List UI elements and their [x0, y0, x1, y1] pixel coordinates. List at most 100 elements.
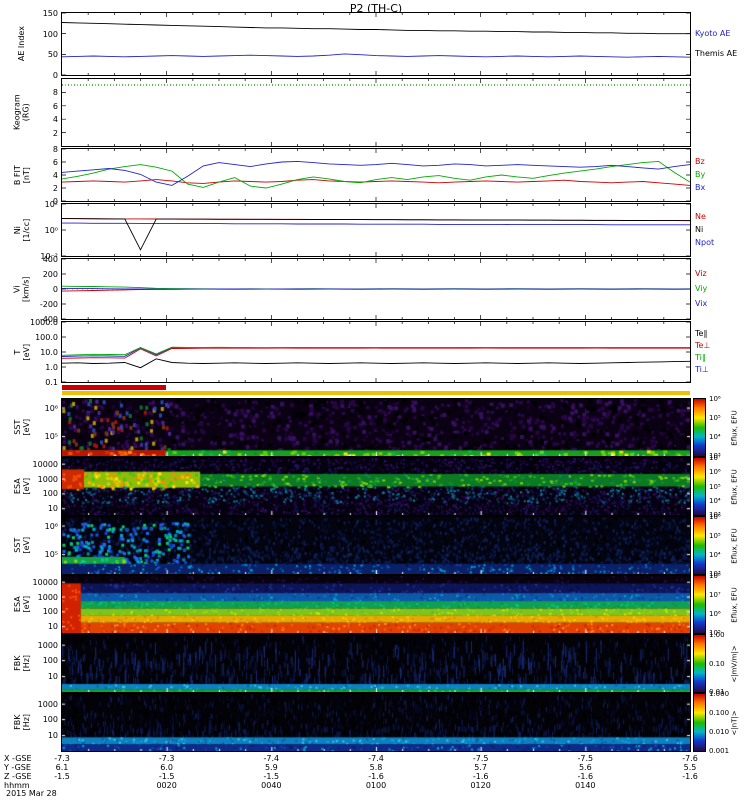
- legend-b-fit-1: By: [695, 170, 706, 179]
- axis-tick-2-row-0: -7.4: [263, 754, 280, 763]
- axis-tick-column-5: -7.5 5.6 -1.6 0140: [568, 754, 602, 790]
- axis-tick-2-row-2: -1.5: [263, 772, 280, 781]
- spectrogram-esa-electrons: [62, 576, 690, 633]
- axis-tick-2-row-1: 5.9: [264, 763, 278, 772]
- panel-sst-ions: [61, 398, 691, 457]
- ytick-fbk-e-2: 10: [47, 672, 58, 682]
- spectrogram-fbk-b: [62, 694, 690, 751]
- colorbar-tick-sst-ions-0: 10⁶: [709, 395, 721, 403]
- colorbar-unit-fbk-b: <|nT|>: [722, 694, 748, 751]
- colorbar-tick-fbk-b-2: 0.010: [709, 728, 730, 737]
- axis-tick-column-0: -7.3 6.1 -1.5: [45, 754, 79, 781]
- plot-temperature: [62, 322, 690, 382]
- colorbar-tick-fbk-e-1: 0.10: [709, 659, 725, 668]
- ytick-density-1: 10⁰: [44, 226, 58, 235]
- axis-tick-5-row-0: -7.5: [577, 754, 594, 763]
- colorbar-sst-ions: [693, 398, 706, 457]
- axis-ticks-b-fit: [62, 149, 690, 201]
- colorbar-tick-sst-ions-3: 10³: [709, 452, 721, 460]
- axis-tick-1-row-2: -1.5: [158, 772, 175, 781]
- ytick-b-fit-2: 4: [52, 171, 58, 180]
- ytick-velocity-0: 400: [42, 255, 58, 264]
- colorbar-unit-sst-ions: Eflux, EFU: [722, 399, 748, 456]
- ytick-sst-electrons-1: 10⁵: [44, 550, 58, 560]
- axis-tick-0-row-0: -7.3: [54, 754, 70, 763]
- spectrogram-sst-electrons: [62, 517, 690, 574]
- colorbar-tick-sst-ions-1: 10⁵: [709, 413, 721, 422]
- axis-tick-3-row-2: -1.6: [368, 772, 384, 781]
- axis-tick-4-row-1: 5.7: [474, 763, 488, 772]
- ytick-temperature-4: 0.1: [45, 378, 58, 387]
- ytick-temperature-0: 1000.0: [30, 318, 58, 327]
- panel-keogram: [61, 78, 691, 147]
- axis-tick-column-2: -7.4 5.9 -1.5 0040: [254, 754, 288, 790]
- plot-keogram: [62, 79, 690, 146]
- axis-tick-0-row-2: -1.5: [54, 772, 70, 781]
- spectrogram-sst-ions: [62, 399, 690, 456]
- page-title: P2 (TH-C): [349, 2, 403, 15]
- colorbar-tick-fbk-b-1: 0.100: [709, 708, 730, 717]
- axis-tick-5-row-1: 5.6: [578, 763, 592, 772]
- plot-ae-index: [62, 13, 690, 75]
- axis-tick-6-row-2: -1.6: [682, 772, 698, 781]
- axis-tick-0-row-1: 6.1: [55, 763, 69, 772]
- axis-tick-4-row-0: -7.5: [472, 754, 489, 763]
- ytick-ae-index-3: 0: [52, 71, 58, 80]
- ytick-esa-electrons-0: 10000: [32, 577, 58, 587]
- spectrogram-esa-ions: [62, 458, 690, 515]
- colorbar-tick-esa-ions-3: 10⁴: [709, 496, 721, 505]
- colorbar-esa-electrons: [693, 575, 706, 634]
- axis-ticks-keogram: [62, 79, 690, 146]
- series-By: [62, 160, 690, 189]
- mode-bar-segment-0-0: [62, 385, 166, 390]
- axis-tick-3-row-1: 5.8: [369, 763, 383, 772]
- ytick-keogram-2: 4: [52, 115, 58, 125]
- ytick-b-fit-4: 0: [52, 197, 58, 206]
- ytick-b-fit-3: 2: [52, 184, 58, 193]
- ytick-temperature-3: 1.0: [45, 363, 58, 372]
- ytick-fbk-e-1: 100: [42, 656, 58, 666]
- legend-ae-index-0: Kyoto AE: [695, 28, 731, 38]
- ytick-esa-ions-0: 10000: [32, 459, 58, 469]
- axis-tick-1-row-0: -7.3: [158, 754, 175, 763]
- series-Vix: [62, 287, 690, 290]
- colorbar-tick-sst-electrons-0: 10⁶: [709, 513, 721, 521]
- panel-fbk-b: [61, 693, 691, 752]
- ytick-fbk-b-0: 1000: [37, 699, 58, 709]
- panel-esa-electrons: [61, 575, 691, 634]
- mode-bar-segment-1-0: [62, 390, 690, 395]
- series-Npot: [62, 222, 690, 226]
- axis-ticks-ae-index: [62, 13, 690, 75]
- series-Te-perp: [62, 347, 690, 359]
- axis-row-label-1: Y -GSE: [4, 763, 31, 772]
- axis-tick-3-row-0: -7.4: [368, 754, 384, 763]
- series-Ti-par: [62, 346, 690, 356]
- legend-temperature-2: Ti∥: [695, 353, 706, 362]
- panel-ae-index: [61, 12, 691, 76]
- legend-temperature-1: Te⊥: [695, 341, 711, 350]
- series-Viy: [62, 285, 690, 290]
- axis-tick-5-row-2: -1.6: [577, 772, 594, 781]
- ytick-esa-electrons-1: 1000: [37, 592, 58, 602]
- ylabel-text-keogram: Keogram (RG): [13, 95, 31, 131]
- ytick-temperature-2: 10.0: [40, 348, 58, 357]
- colorbar-unit-sst-electrons: Eflux, EFU: [722, 517, 748, 574]
- ytick-velocity-1: 200: [42, 270, 58, 279]
- ytick-fbk-b-2: 10: [47, 731, 58, 741]
- colorbar-tick-sst-electrons-3: 10³: [709, 570, 721, 578]
- colorbar-tick-esa-ions-1: 10⁶: [709, 468, 721, 477]
- axis-tick-1-row-1: 6.0: [160, 763, 174, 772]
- ytick-velocity-4: -400: [39, 315, 58, 324]
- colorbar-tick-sst-electrons-2: 10⁴: [709, 551, 721, 560]
- ylabel-ae-index: AE Index: [4, 13, 40, 75]
- colorbar-tick-esa-electrons-1: 10⁷: [709, 590, 721, 599]
- ytick-ae-index-1: 100: [42, 29, 58, 39]
- legend-density-2: Npot: [695, 238, 715, 247]
- ytick-keogram-3: 2: [52, 128, 58, 138]
- colorbar-unit-esa-electrons: Eflux, EFU: [722, 576, 748, 633]
- legend-temperature-0: Te∥: [695, 329, 708, 338]
- series-Te-par: [62, 358, 690, 369]
- axis-ticks-velocity: [62, 259, 690, 319]
- spectrogram-fbk-e: [62, 635, 690, 692]
